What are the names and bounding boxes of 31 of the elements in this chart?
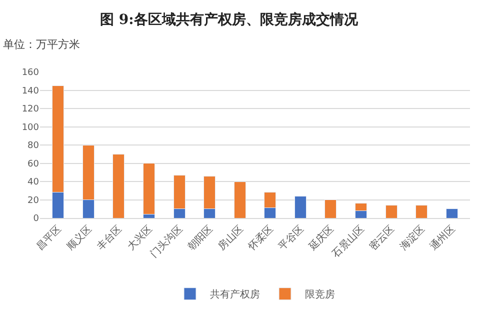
- y-tick-label: 80: [28, 141, 40, 152]
- x-tick-label: 朝阳区: [186, 223, 216, 253]
- y-tick-label: 160: [22, 68, 40, 78]
- y-tick-label: 40: [28, 178, 40, 188]
- x-tick-label: 海淀区: [398, 223, 428, 253]
- x-tick-label: 昌平区: [34, 224, 64, 253]
- y-tick-label: 60: [28, 159, 40, 170]
- chart-title: 图 9:各区域共有产权房、限竞房成交情况: [100, 11, 359, 28]
- x-tick-label: 房山区: [216, 223, 246, 253]
- bar: [112, 154, 125, 218]
- bar: [416, 204, 428, 218]
- bar: [324, 200, 337, 218]
- bar: [294, 196, 306, 218]
- x-tick-label: 平谷区: [276, 223, 306, 253]
- legend-label: 限竞房: [305, 288, 335, 301]
- x-tick-label: 通州区: [428, 223, 458, 253]
- x-tick-label: 顺义区: [64, 223, 94, 253]
- y-tick-label: 0: [33, 214, 40, 224]
- bar: [234, 181, 246, 218]
- y-tick-label: 140: [22, 86, 40, 96]
- y-axis-title: 单位：万平方米: [3, 38, 80, 51]
- bar: [385, 204, 398, 218]
- bar: [143, 163, 156, 215]
- x-tick-label: 丰台区: [94, 223, 124, 253]
- x-tick-label: 怀柔区: [245, 223, 276, 254]
- legend-label: 共有产权房: [210, 288, 260, 301]
- bar: [446, 208, 458, 218]
- y-tick-label: 120: [22, 104, 40, 115]
- x-tick-label: 密云区: [367, 223, 397, 253]
- y-tick-label: 100: [22, 122, 40, 133]
- y-tick-label: 20: [28, 196, 40, 206]
